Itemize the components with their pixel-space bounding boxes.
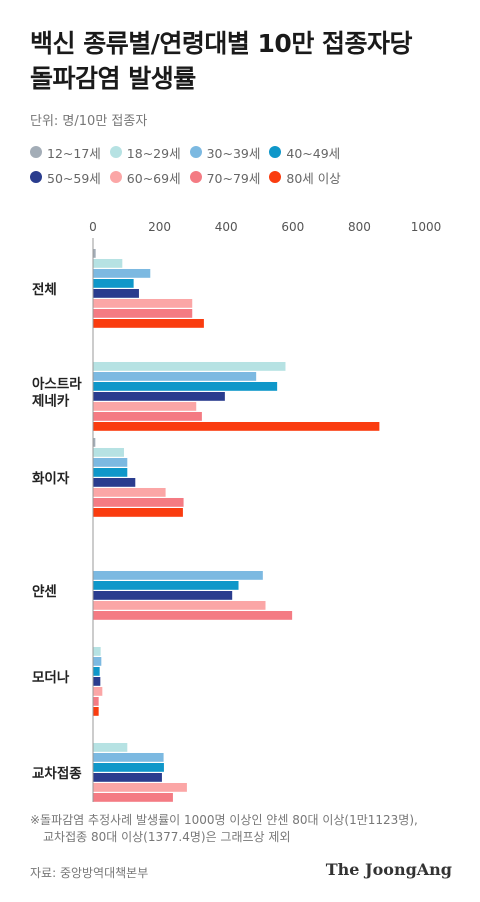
legend-swatch (30, 146, 42, 158)
legend-item: 12~17세 (30, 143, 101, 162)
title-line-2: 돌파감염 발생률 (30, 64, 196, 93)
category-label: 얀센 (32, 583, 57, 600)
x-tick-label: 400 (215, 220, 238, 234)
bar-2-2 (93, 458, 128, 467)
x-tick-label: 1000 (411, 220, 442, 234)
bar-1-1 (93, 362, 286, 371)
source-label: 자료: 중앙방역대책본부 (30, 866, 149, 880)
bar-1-3 (93, 382, 278, 391)
legend-swatch (189, 146, 202, 158)
legend-label: 70~79세 (206, 170, 261, 186)
bar-4-1 (93, 647, 101, 656)
category-label: 전체 (32, 281, 57, 298)
bar-0-2 (93, 269, 151, 278)
bar-5-1 (93, 743, 128, 752)
bar-3-2 (93, 571, 263, 580)
category-label: 교차접종 (32, 766, 82, 782)
bar-5-4 (93, 773, 162, 782)
bar-4-3 (93, 667, 100, 676)
bar-1-5 (93, 402, 197, 411)
bar-5-5 (93, 783, 187, 792)
legend-row: 12~17세 18~29세 30~39세 40~49세 (30, 141, 470, 163)
legend-swatch (189, 171, 202, 183)
x-tick-label: 200 (148, 220, 171, 234)
legend-item: 80세 이상 (269, 168, 341, 187)
legend-label: 18~29세 (126, 145, 181, 161)
bar-4-4 (93, 677, 101, 686)
category-label: 화이자 (32, 470, 70, 487)
legend-swatch (269, 171, 282, 183)
bar-4-2 (93, 657, 102, 666)
footnote: ※돌파감염 추정사례 발생률이 1000명 이상인 얀센 80대 이상(1만11… (30, 812, 470, 846)
footnote-line-1: ※돌파감염 추정사례 발생률이 1000명 이상인 얀센 80대 이상(1만11… (30, 813, 418, 827)
legend-label: 80세 이상 (286, 170, 341, 186)
bar-3-3 (93, 581, 239, 590)
bar-0-5 (93, 299, 193, 308)
x-tick-label: 600 (281, 220, 304, 234)
bar-2-1 (93, 448, 124, 457)
bar-2-0 (93, 438, 96, 447)
bar-0-0 (93, 249, 96, 258)
bar-5-3 (93, 763, 164, 772)
brand-logo: The JoongAng (325, 860, 452, 879)
bar-0-1 (93, 259, 123, 268)
bar-1-6 (93, 412, 202, 421)
legend-label: 50~59세 (47, 170, 101, 186)
bar-2-5 (93, 488, 166, 497)
title-line-1: 백신 종류별/연령대별 10만 접종자당 (30, 29, 413, 58)
bar-2-7 (93, 508, 183, 517)
legend-label: 30~39세 (206, 145, 261, 161)
bar-5-2 (93, 753, 164, 762)
legend-label: 60~69세 (126, 170, 181, 186)
bar-0-3 (93, 279, 134, 288)
legend-item: 18~29세 (109, 143, 181, 162)
bar-0-4 (93, 289, 139, 298)
bar-4-6 (93, 697, 99, 706)
bar-4-7 (93, 707, 99, 716)
x-tick-label: 800 (348, 220, 371, 234)
legend-label: 12~17세 (47, 145, 101, 161)
x-tick-label: 0 (89, 220, 97, 234)
chart-legend: 12~17세 18~29세 30~39세 40~49세 50~59세 60~69세 70~7… (30, 141, 470, 191)
legend-label: 40~49세 (286, 145, 341, 161)
legend-swatch (109, 146, 122, 158)
bar-2-4 (93, 478, 136, 487)
legend-swatch (109, 171, 122, 183)
bar-1-7 (93, 422, 380, 431)
legend-swatch (30, 171, 42, 183)
bar-1-4 (93, 392, 225, 401)
footnote-line-2: 교차접종 80대 이상(1377.4명)은 그래프상 제외 (43, 830, 291, 844)
legend-item: 40~49세 (269, 143, 340, 162)
chart-title: 백신 종류별/연령대별 10만 접종자당 돌파감염 발생률 (30, 26, 460, 96)
bar-0-6 (93, 309, 193, 318)
legend-swatch (269, 146, 282, 158)
bar-3-4 (93, 591, 233, 600)
bar-2-6 (93, 498, 184, 507)
bar-3-6 (93, 611, 293, 620)
legend-row: 50~59세 60~69세 70~79세 80세 이상 (30, 166, 470, 188)
category-label: 모더나 (32, 670, 70, 686)
unit-label: 단위: 명/10만 접종자 (30, 114, 148, 129)
bar-3-5 (93, 601, 266, 610)
legend-item: 30~39세 (189, 143, 261, 162)
legend-item: 70~79세 (189, 168, 261, 187)
legend-item: 50~59세 (30, 168, 101, 187)
bar-1-2 (93, 372, 257, 381)
category-label: 제네카 (32, 394, 70, 410)
bar-2-3 (93, 468, 128, 477)
bar-4-5 (93, 687, 103, 696)
bar-5-6 (93, 793, 173, 802)
category-label: 아스트라 (32, 376, 82, 393)
bar-0-7 (93, 319, 204, 328)
legend-item: 60~69세 (109, 168, 181, 187)
